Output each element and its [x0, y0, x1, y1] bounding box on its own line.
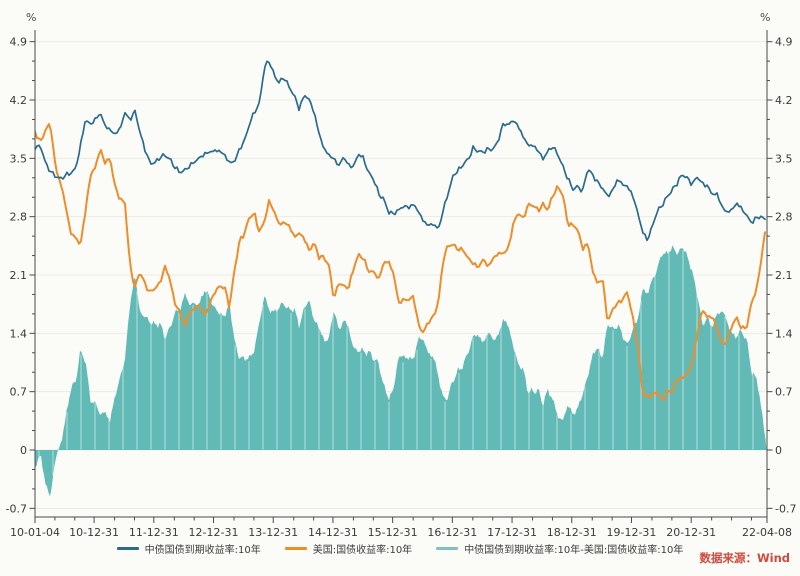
legend-label-us-yield: 美国:国债收益率:10年: [312, 545, 413, 556]
x-axis-label: 22-04-08: [742, 526, 792, 539]
x-axis-label: 11-12-31: [129, 526, 179, 539]
x-axis-label: 14-12-31: [308, 526, 358, 539]
legend-dash-china-icon: [116, 547, 139, 550]
x-axis-label: 18-12-31: [547, 526, 597, 539]
legend-label-spread: 中债国债到期收益率:10年-美国:国债收益率:10年: [464, 545, 684, 556]
x-axis-label: 10-01-04: [10, 526, 60, 539]
legend-item-spread: 中债国债到期收益率:10年-美国:国债收益率:10年: [436, 541, 683, 556]
x-axis-label: 16-12-31: [427, 526, 477, 539]
y-axis-label-left: 1.4: [10, 327, 28, 340]
y-axis-label-right: 4.2: [775, 94, 793, 107]
y-axis-label-left: -0.7: [6, 502, 27, 515]
spread-area: [35, 245, 767, 497]
chart-legend: 中债国债到期收益率:10年 美国:国债收益率:10年 中债国债到期收益率:10年…: [0, 541, 800, 556]
y-axis-label-right: -0.7: [775, 502, 796, 515]
y-axis-unit-right: %: [760, 11, 771, 24]
y-axis-label-right: 0.7: [775, 386, 793, 399]
y-axis-label-right: 3.5: [775, 152, 793, 165]
y-axis-label-right: 0: [775, 444, 782, 457]
legend-dash-us-icon: [284, 547, 307, 550]
y-axis-label-left: 2.1: [10, 269, 28, 282]
y-axis-label-left: 2.8: [10, 211, 28, 224]
legend-label-china-yield: 中债国债到期收益率:10年: [144, 545, 261, 556]
y-axis-label-right: 4.9: [775, 36, 793, 49]
y-axis-label-right: 1.4: [775, 327, 793, 340]
x-axis-label: 15-12-31: [368, 526, 418, 539]
x-axis-label: 19-12-31: [606, 526, 656, 539]
y-axis-label-right: 2.1: [775, 269, 793, 282]
y-axis-label-left: 4.9: [10, 36, 28, 49]
x-axis-label: 13-12-31: [248, 526, 298, 539]
us-yield-line: [35, 123, 766, 402]
y-axis-label-left: 0: [20, 444, 27, 457]
x-axis-label: 12-12-31: [189, 526, 239, 539]
y-axis-unit-left: %: [26, 11, 37, 24]
y-axis-label-left: 0.7: [10, 386, 28, 399]
x-axis-label: 20-12-31: [666, 526, 716, 539]
legend-dash-spread-icon: [436, 547, 459, 550]
data-source-label: 数据来源：Wind: [699, 551, 790, 565]
legend-item-china-yield: 中债国债到期收益率:10年: [116, 541, 261, 556]
legend-item-us-yield: 美国:国债收益率:10年: [284, 541, 413, 556]
china-yield-line: [35, 60, 766, 242]
y-axis-label-left: 3.5: [10, 152, 28, 165]
x-axis-label: 17-12-31: [487, 526, 537, 539]
x-axis-label: 10-12-31: [69, 526, 119, 539]
y-axis-label-left: 4.2: [10, 94, 28, 107]
y-axis-label-right: 2.8: [775, 211, 793, 224]
